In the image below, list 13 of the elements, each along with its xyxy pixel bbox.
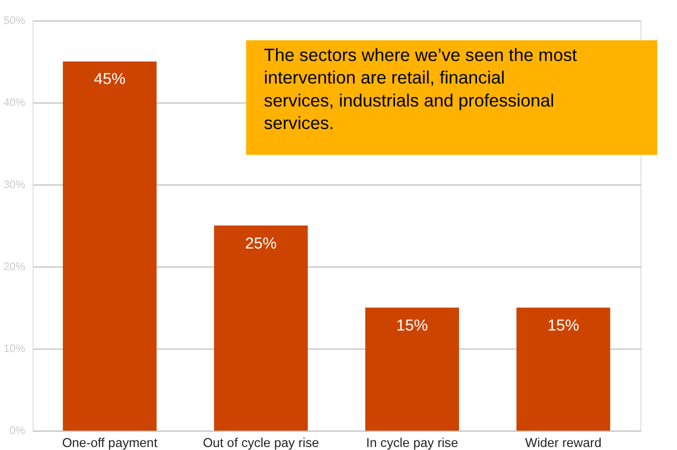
- data-label: 15%: [396, 317, 428, 334]
- bar: [214, 226, 308, 431]
- x-tick-label: One-off payment: [62, 434, 158, 450]
- data-label: 45%: [94, 71, 126, 88]
- annotation: The sectors where we’ve seen the most intervention are retail, financial services, industrials and professional services.: [264, 44, 577, 134]
- data-label: 15%: [548, 317, 580, 334]
- data-label: 25%: [245, 235, 277, 252]
- x-tick-label: In cycle pay rise: [366, 434, 458, 450]
- x-tick-label: Wider reward: [525, 434, 602, 450]
- bar: [516, 308, 610, 431]
- x-tick-label: Out of cycle pay rise: [202, 434, 320, 450]
- bar: [365, 308, 459, 431]
- bar: [62, 61, 157, 431]
